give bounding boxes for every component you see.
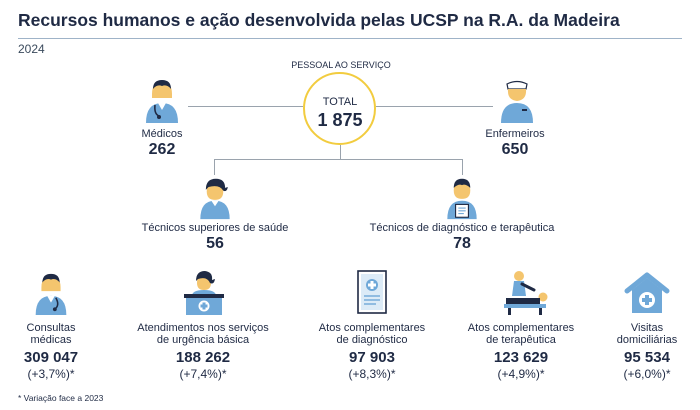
connector-health-tech <box>214 159 215 175</box>
page-title: Recursos humanos e ação desenvolvida pel… <box>18 10 620 30</box>
year-label: 2024 <box>18 42 45 56</box>
connector-horizontal <box>214 159 463 160</box>
connector-diag-tech <box>462 159 463 175</box>
doctor-consultation-icon <box>35 273 67 316</box>
title-divider <box>18 38 682 39</box>
diagnostic-document-icon <box>357 270 387 314</box>
activity-urgencia-variation: (+7,4%)* <box>179 367 227 381</box>
activity-consultas-label-1: Consultas <box>26 322 76 334</box>
staff-header: PESSOAL AO SERVIÇO <box>291 60 391 70</box>
diag-tech-label: Técnicos de diagnóstico e terapêutica <box>369 222 555 234</box>
therapy-massage-icon <box>504 271 548 315</box>
activity-consultas-variation: (+3,7%)* <box>27 367 75 381</box>
home-visit-icon <box>624 272 670 313</box>
activity-consultas-label-2: médicas <box>30 334 72 346</box>
connector-vertical <box>340 145 341 159</box>
doctors-label: Médicos <box>141 128 183 140</box>
total-value: 1 875 <box>317 110 363 130</box>
footnote: * Variação face a 2023 <box>18 393 104 403</box>
health-tech-value: 56 <box>206 235 224 252</box>
doctor-icon <box>146 80 178 123</box>
connector-nurses <box>376 106 493 107</box>
nurses-value: 650 <box>501 141 529 158</box>
activity-urgencia-value: 188 262 <box>175 349 231 366</box>
activity-urgencia-label-2: de urgência básica <box>156 334 250 346</box>
activity-urgencia-label-1: Atendimentos nos serviços <box>137 322 269 334</box>
activity-diagnostico-label-1: Atos complementares <box>318 322 426 334</box>
total-label: TOTAL <box>322 96 358 108</box>
activity-visitas-label-1: Visitas <box>630 322 664 334</box>
nurses-label: Enfermeiros <box>485 128 545 140</box>
activity-terapeutica-variation: (+4,9%)* <box>497 367 545 381</box>
activity-terapeutica-value: 123 629 <box>493 349 549 366</box>
activity-terapeutica-label-1: Atos complementares <box>467 322 575 334</box>
connector-doctors <box>188 106 303 107</box>
activity-terapeutica-label-2: de terapêutica <box>486 334 556 346</box>
diagnostic-technician-icon <box>447 178 477 220</box>
activity-visitas-label-2: domiciliárias <box>616 334 678 346</box>
health-technician-icon <box>200 178 230 220</box>
activity-visitas-variation: (+6,0%)* <box>623 367 671 381</box>
activity-visitas-value: 95 534 <box>624 349 670 366</box>
diag-tech-value: 78 <box>453 235 471 252</box>
health-tech-label: Técnicos superiores de saúde <box>141 222 289 234</box>
activity-diagnostico-value: 97 903 <box>349 349 395 366</box>
total-circle <box>303 72 376 145</box>
emergency-desk-icon <box>184 271 224 315</box>
doctors-value: 262 <box>148 141 176 158</box>
activity-consultas-value: 309 047 <box>23 349 79 366</box>
activity-diagnostico-label-2: de diagnóstico <box>336 334 408 346</box>
activity-diagnostico-variation: (+8,3%)* <box>348 367 396 381</box>
nurse-icon <box>501 80 533 123</box>
